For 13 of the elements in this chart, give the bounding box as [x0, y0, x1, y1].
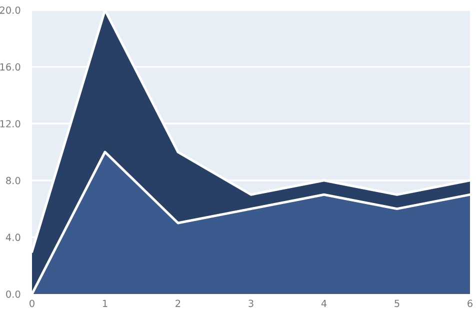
x-tick-label: 3	[248, 300, 254, 308]
y-tick-label: 20.0	[0, 6, 20, 14]
x-tick-label: 4	[321, 300, 327, 307]
y-tick-label: 8.0	[6, 176, 20, 184]
y-tick-label: 16.0	[0, 63, 20, 71]
y-tick-label: 4.0	[6, 234, 20, 242]
x-tick-label: 2	[176, 300, 180, 307]
x-tick-label: 1	[102, 300, 108, 307]
x-tick-label: 0	[30, 300, 34, 308]
x-tick-label: 5	[394, 300, 400, 308]
x-tick-label: 6	[468, 300, 472, 308]
y-tick-label: 0.0	[6, 290, 20, 298]
y-tick-label: 12.0	[0, 120, 20, 128]
